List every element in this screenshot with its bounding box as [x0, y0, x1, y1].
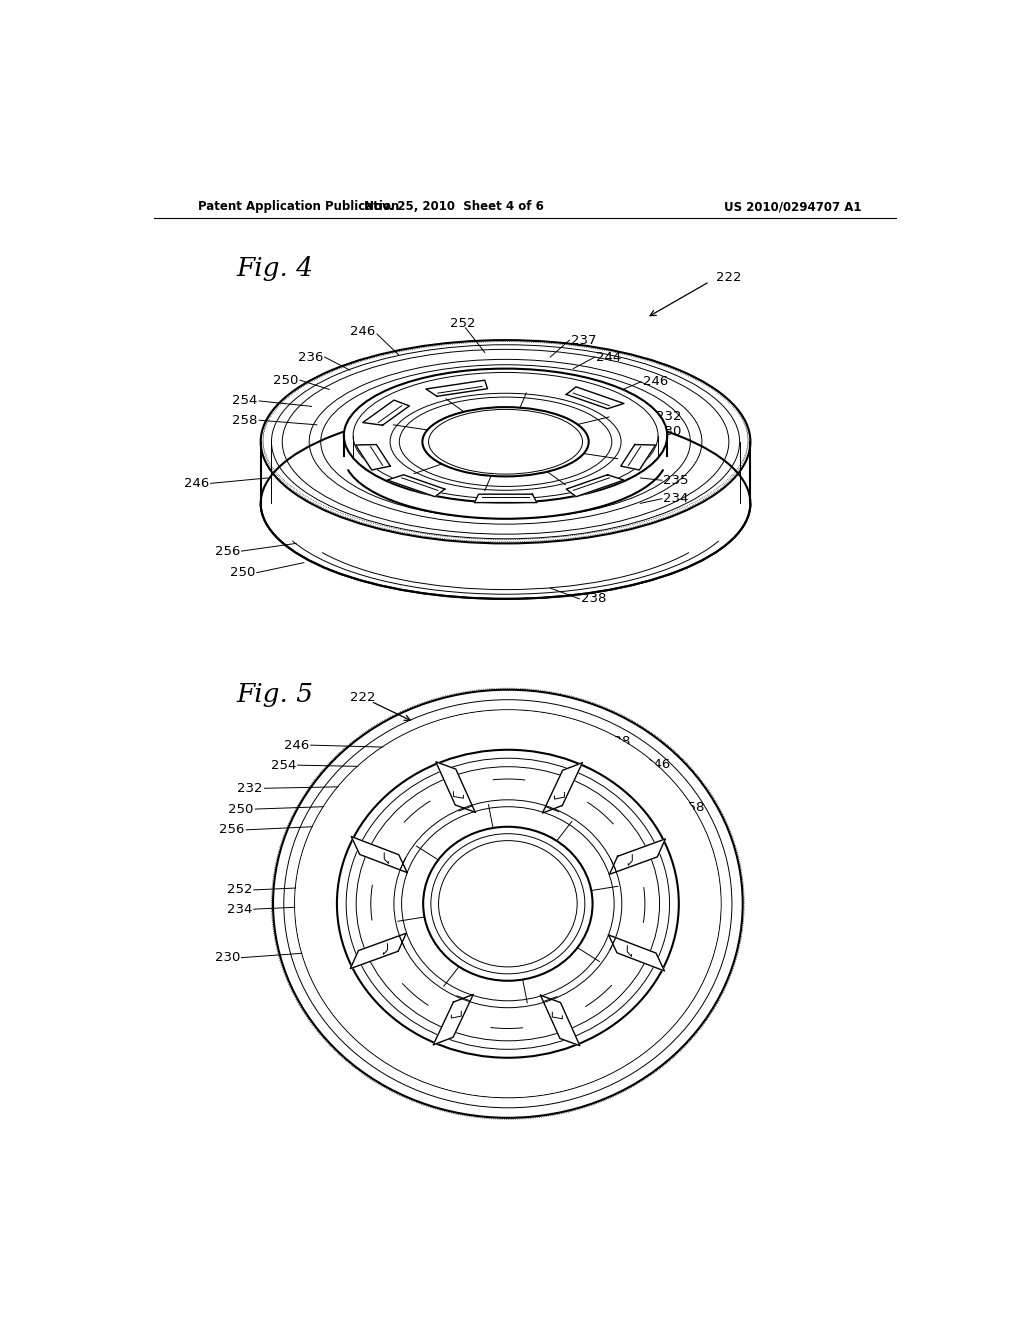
- Text: 244: 244: [389, 1005, 415, 1018]
- Text: 246: 246: [184, 477, 209, 490]
- Text: Fig. 4: Fig. 4: [237, 256, 313, 281]
- Ellipse shape: [261, 341, 751, 544]
- Text: 254: 254: [270, 759, 296, 772]
- Ellipse shape: [423, 826, 593, 981]
- Polygon shape: [566, 475, 624, 496]
- Text: 222: 222: [350, 690, 376, 704]
- Ellipse shape: [295, 710, 720, 1097]
- Text: 252: 252: [451, 317, 476, 330]
- Text: 232: 232: [655, 409, 681, 422]
- Text: 230: 230: [655, 425, 681, 438]
- Text: 256: 256: [214, 545, 240, 557]
- Polygon shape: [474, 494, 537, 503]
- Polygon shape: [350, 933, 407, 969]
- Text: 254: 254: [232, 395, 258, 408]
- Polygon shape: [609, 840, 666, 874]
- Polygon shape: [351, 837, 408, 873]
- Text: 252: 252: [226, 883, 252, 896]
- Text: Patent Application Publication: Patent Application Publication: [199, 201, 399, 214]
- Polygon shape: [387, 475, 444, 496]
- Text: 234: 234: [664, 492, 689, 506]
- Polygon shape: [608, 935, 665, 972]
- Polygon shape: [621, 445, 655, 470]
- Polygon shape: [355, 445, 390, 470]
- Text: 235: 235: [664, 474, 689, 487]
- Text: US 2010/0294707 A1: US 2010/0294707 A1: [724, 201, 861, 214]
- Text: Nov. 25, 2010  Sheet 4 of 6: Nov. 25, 2010 Sheet 4 of 6: [364, 201, 544, 214]
- Text: 236: 236: [686, 865, 712, 878]
- Text: 237: 237: [571, 334, 597, 347]
- Polygon shape: [433, 994, 473, 1045]
- Text: 250: 250: [228, 803, 254, 816]
- Text: 256: 256: [219, 824, 245, 837]
- Text: 250: 250: [273, 374, 298, 387]
- Text: 246: 246: [643, 375, 668, 388]
- Polygon shape: [362, 400, 410, 425]
- Polygon shape: [566, 387, 624, 409]
- Polygon shape: [541, 995, 580, 1045]
- Text: 238: 238: [581, 593, 606, 606]
- Text: 234: 234: [227, 903, 252, 916]
- Polygon shape: [543, 763, 583, 813]
- Ellipse shape: [344, 368, 668, 503]
- Polygon shape: [436, 762, 475, 812]
- Text: Fig. 5: Fig. 5: [237, 682, 313, 706]
- Text: 246: 246: [645, 758, 670, 771]
- Text: 258: 258: [232, 413, 258, 426]
- Ellipse shape: [337, 750, 679, 1057]
- Ellipse shape: [422, 407, 589, 477]
- Text: 246: 246: [284, 739, 309, 751]
- Text: 250: 250: [230, 566, 255, 579]
- Text: 232: 232: [238, 781, 263, 795]
- Text: 238: 238: [605, 735, 630, 748]
- Text: 230: 230: [214, 952, 240, 964]
- Ellipse shape: [261, 408, 751, 599]
- Polygon shape: [426, 380, 487, 396]
- Text: 246: 246: [350, 325, 376, 338]
- Text: 258: 258: [679, 801, 705, 814]
- Text: 236: 236: [298, 351, 323, 363]
- Text: 244: 244: [596, 351, 622, 363]
- Text: 222: 222: [716, 271, 741, 284]
